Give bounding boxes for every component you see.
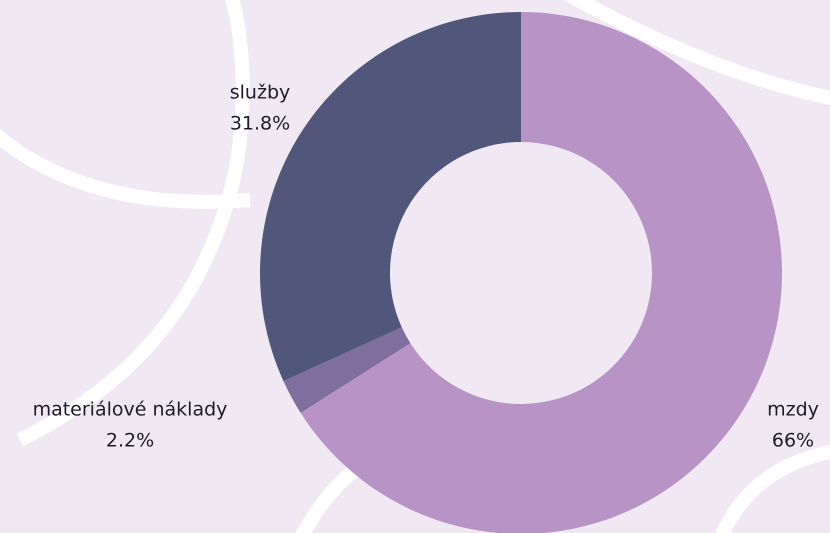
segment-value-label: 66% (772, 430, 814, 452)
donut-segment (283, 327, 411, 413)
decorative-curve (16, 0, 250, 447)
donut-segment (259, 12, 521, 382)
donut-segment (300, 12, 782, 533)
segment-label: materiálové náklady (33, 399, 228, 421)
decorative-curve (563, 0, 830, 106)
decorative-curve (715, 444, 830, 533)
segment-label: mzdy (767, 399, 819, 421)
segment-value-label: 31.8% (230, 113, 290, 135)
segment-value-label: 2.2% (106, 430, 154, 452)
decorative-curve (0, 128, 251, 209)
segment-label: služby (230, 82, 291, 104)
